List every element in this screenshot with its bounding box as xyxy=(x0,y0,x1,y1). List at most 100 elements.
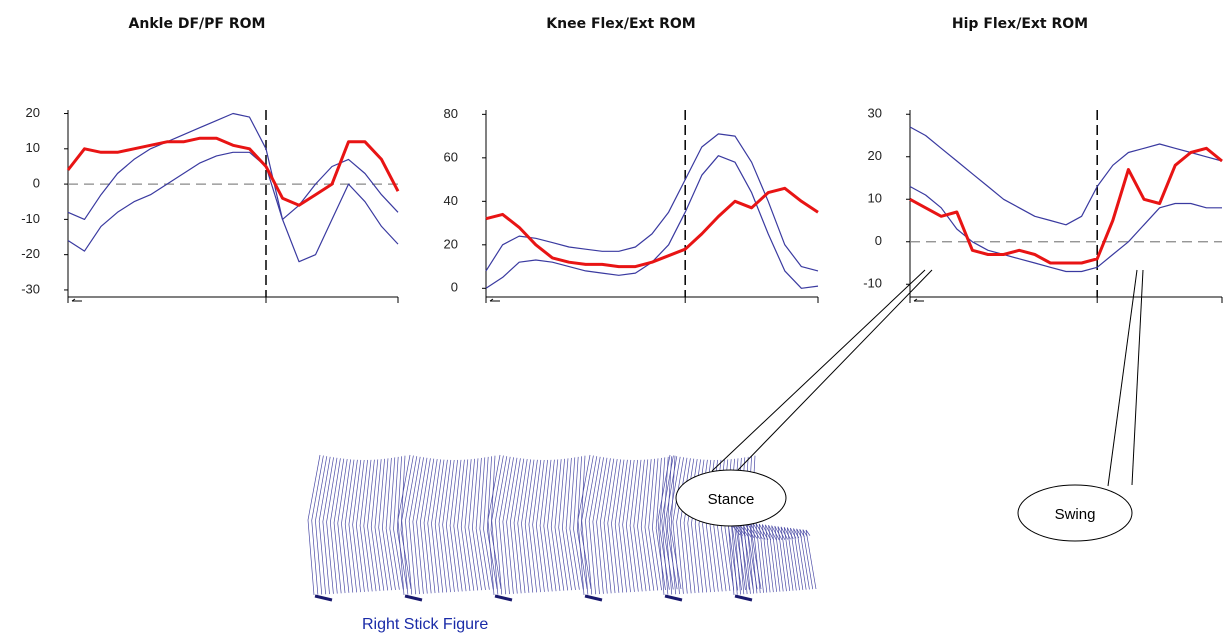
y-tick-label: -30 xyxy=(21,281,40,296)
stick-limb xyxy=(502,457,514,595)
stick-limb xyxy=(491,455,504,595)
stick-limb xyxy=(427,459,438,594)
stick-limb xyxy=(799,529,810,590)
stick-limb xyxy=(495,456,508,595)
chart-title: Hip Flex/Ext ROM xyxy=(952,16,1088,32)
callout-pointer xyxy=(1107,269,1138,487)
stick-limb xyxy=(622,459,632,593)
stick-limb xyxy=(558,458,569,591)
stick-limb xyxy=(326,457,338,594)
y-tick-label: 0 xyxy=(875,233,882,248)
stick-limb xyxy=(498,456,511,595)
stick-limb xyxy=(581,455,594,595)
y-tick-label: 10 xyxy=(26,140,40,155)
chart: Ankle DF/PF ROM 20 10 0 -10 -20 -30 xyxy=(21,16,400,303)
stick-limb xyxy=(517,459,528,594)
stick-limb xyxy=(318,456,331,595)
stick-limb xyxy=(524,459,535,593)
stick-limb xyxy=(374,459,385,591)
y-tick-label: 80 xyxy=(444,106,458,121)
stick-limb xyxy=(588,456,601,595)
stick-limb xyxy=(644,459,655,591)
stick-limb xyxy=(670,455,682,590)
stick-limb xyxy=(768,525,777,592)
stick-limb xyxy=(401,455,414,595)
stick-limb xyxy=(307,454,321,596)
stick-limb xyxy=(521,459,531,593)
stick-limb xyxy=(434,459,445,593)
stick-limb xyxy=(378,458,389,591)
stick-limb xyxy=(652,458,662,591)
stick-limb xyxy=(554,459,565,591)
stick-limb xyxy=(774,525,784,592)
stick-limb xyxy=(793,528,804,591)
stick-limb xyxy=(547,459,557,592)
stick-limb xyxy=(396,456,408,590)
stick-foot xyxy=(404,594,423,602)
stick-limb xyxy=(805,529,817,590)
stick-limb xyxy=(633,459,643,592)
stick-limb xyxy=(802,529,814,590)
stick-limb xyxy=(539,459,549,592)
stick-foot xyxy=(314,594,333,602)
stick-limb xyxy=(758,523,769,593)
y-tick-label: 0 xyxy=(33,176,40,191)
normal-band-line xyxy=(485,155,819,289)
patient-line xyxy=(66,136,400,207)
stick-limb xyxy=(449,459,459,592)
stick-limb xyxy=(576,456,588,590)
stick-limb xyxy=(765,524,774,593)
y-tick-label: 20 xyxy=(444,236,458,251)
stick-limb xyxy=(771,525,781,592)
stick-limb xyxy=(352,459,362,593)
stick-limb xyxy=(446,459,455,592)
stick-limb xyxy=(676,457,688,594)
normal-band-line xyxy=(67,151,399,263)
stick-foot xyxy=(494,594,513,602)
stick-limb xyxy=(657,454,671,596)
stick-limb xyxy=(472,458,482,591)
stick-limb xyxy=(341,459,351,593)
stick-limb xyxy=(475,457,486,591)
stick-limb xyxy=(457,459,467,592)
normal-band-line xyxy=(909,185,1222,273)
stick-limb xyxy=(370,459,381,591)
stick-limb xyxy=(665,456,678,595)
callout-text: Stance xyxy=(708,491,755,508)
callout-text: Swing xyxy=(1055,506,1096,523)
y-tick-label: 60 xyxy=(444,149,458,164)
chart-title: Ankle DF/PF ROM xyxy=(129,16,266,32)
stick-limb xyxy=(405,456,418,595)
axis-arrow xyxy=(489,298,500,302)
stick-limb xyxy=(599,458,611,594)
stance-callout: Stance xyxy=(675,269,933,527)
callout-bubble xyxy=(1017,484,1133,542)
stick-limb xyxy=(755,523,766,593)
stick-limb xyxy=(679,458,691,594)
normal-band-line xyxy=(485,133,819,272)
y-tick-label: -20 xyxy=(21,246,40,261)
stick-limb xyxy=(596,457,608,594)
y-tick-label: 20 xyxy=(26,105,40,120)
stick-limb xyxy=(509,458,521,594)
stick-limb xyxy=(416,457,428,594)
stick-limb xyxy=(513,458,525,594)
stick-limb xyxy=(661,455,674,595)
stick-limb xyxy=(412,457,424,595)
stick-limb xyxy=(790,527,800,591)
stick-limb xyxy=(419,458,431,594)
stick-limb xyxy=(363,459,373,592)
stick-limb xyxy=(562,458,572,591)
stick-limb xyxy=(640,459,651,591)
stick-limb xyxy=(438,459,448,593)
callout-pointer xyxy=(1131,269,1144,486)
stick-limb xyxy=(618,459,628,593)
stick-limb xyxy=(666,456,678,590)
stick-limb xyxy=(344,459,355,593)
stick-limb xyxy=(506,457,518,594)
stick-figure-label: Right Stick Figure xyxy=(362,616,488,633)
stick-limb xyxy=(382,458,392,591)
callout-bubble xyxy=(675,469,787,527)
axis-arrow xyxy=(913,298,924,302)
